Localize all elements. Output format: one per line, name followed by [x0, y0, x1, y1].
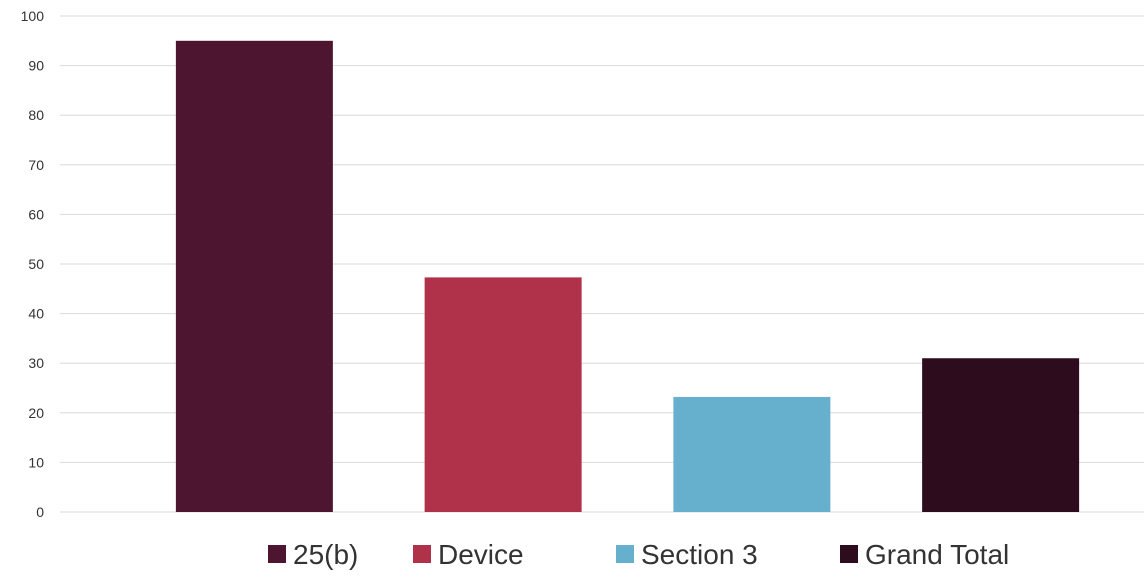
legend-label: Device — [438, 539, 524, 570]
y-tick-label: 70 — [28, 157, 44, 173]
legend-label: Section 3 — [641, 539, 758, 570]
legend-swatch — [268, 545, 286, 563]
bar-section-3 — [673, 396, 831, 512]
y-axis-ticks: 0 10 20 30 40 50 60 70 80 90 100 — [21, 8, 45, 520]
y-tick-label: 0 — [36, 504, 44, 520]
bar-25-b — [175, 40, 333, 513]
legend: 25(b) Device Section 3 Grand Total — [268, 539, 1009, 570]
legend-label: Grand Total — [865, 539, 1009, 570]
bar-device — [424, 277, 582, 512]
y-tick-label: 80 — [28, 107, 44, 123]
legend-swatch — [840, 545, 858, 563]
y-tick-label: 90 — [28, 58, 44, 74]
y-tick-label: 10 — [28, 454, 44, 470]
legend-label: 25(b) — [293, 539, 358, 570]
legend-swatch — [413, 545, 431, 563]
y-tick-label: 20 — [28, 405, 44, 421]
y-tick-label: 100 — [21, 8, 45, 24]
legend-swatch — [616, 545, 634, 563]
y-tick-label: 40 — [28, 306, 44, 322]
y-tick-label: 60 — [28, 206, 44, 222]
y-tick-label: 50 — [28, 256, 44, 272]
bars — [175, 40, 1080, 513]
bar-grand-total — [922, 358, 1080, 512]
y-tick-label: 30 — [28, 355, 44, 371]
